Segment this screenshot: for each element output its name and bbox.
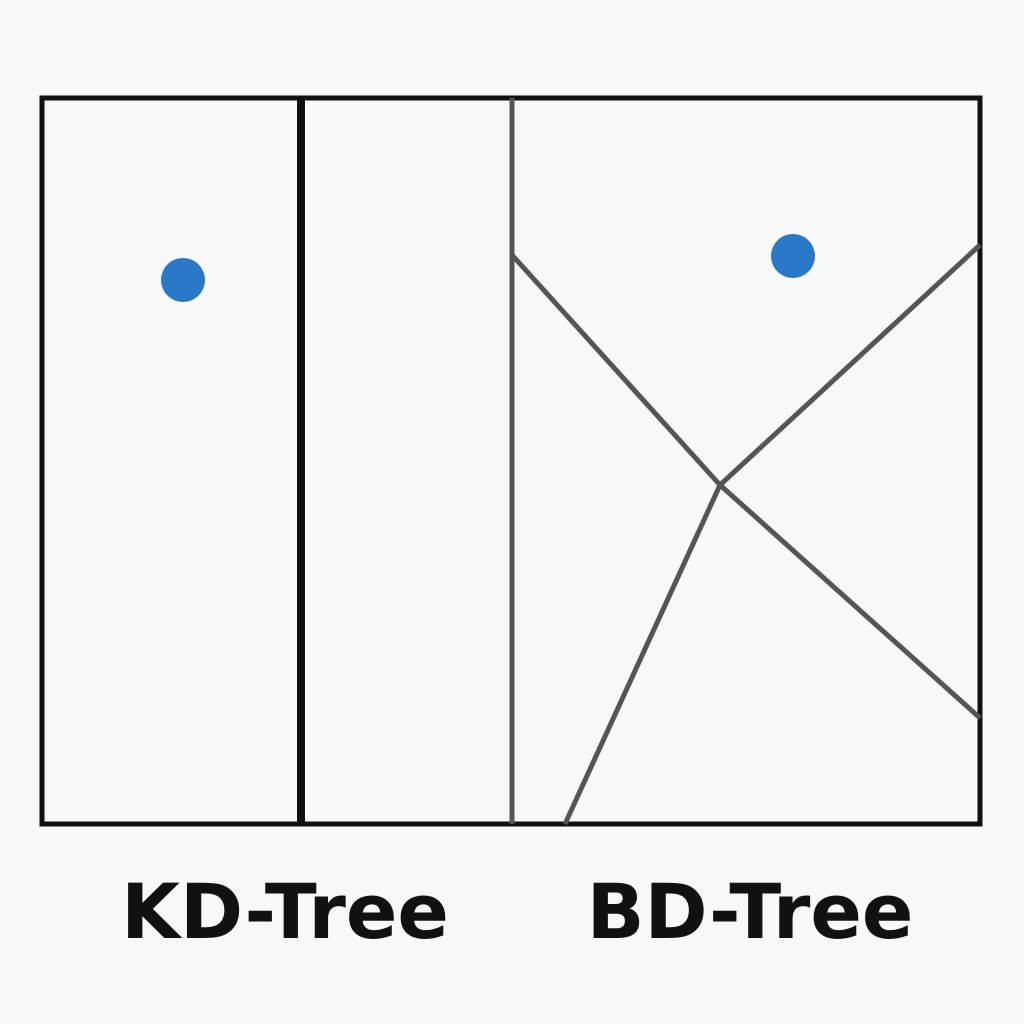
- kd-data-point: [161, 258, 205, 302]
- bd-split-upper-right: [718, 243, 982, 487]
- bd-data-point: [771, 234, 815, 278]
- bd-split-lower-right: [718, 483, 982, 720]
- bd-tree-label: BD-Tree: [586, 867, 914, 956]
- kd-tree-label: KD-Tree: [121, 867, 449, 956]
- bd-split-upper-left: [510, 253, 722, 487]
- bd-split-lower-left: [562, 483, 723, 826]
